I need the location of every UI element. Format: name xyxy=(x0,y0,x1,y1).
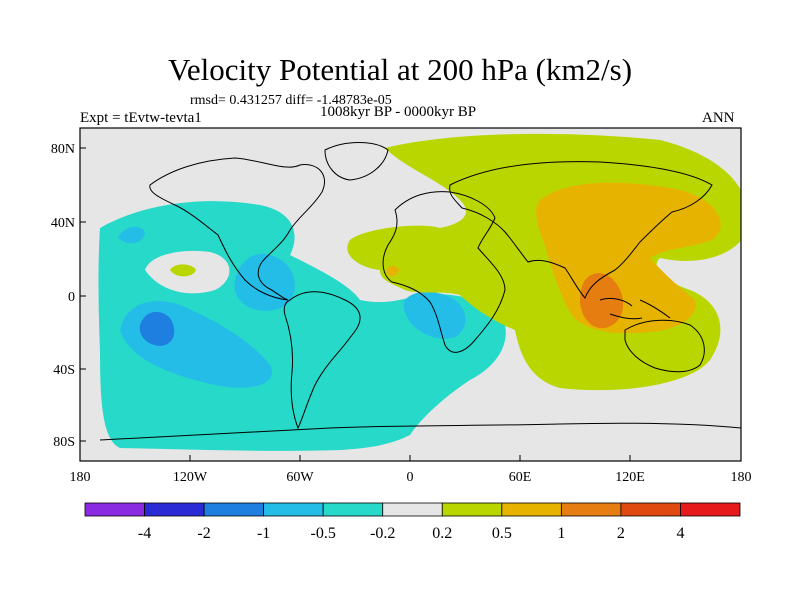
x-tick-label: 60W xyxy=(286,470,314,485)
colorbar-label: -4 xyxy=(138,525,151,542)
colorbar-label: -1 xyxy=(257,525,270,542)
europe-africa-coast xyxy=(382,191,506,353)
colorbar-swatch xyxy=(144,502,205,517)
colorbar-swatch xyxy=(680,502,741,517)
y-tick-label: 40N xyxy=(51,216,75,231)
positive-spot-west-africa xyxy=(386,265,399,277)
south-america-coast xyxy=(283,291,361,430)
colorbar-swatch xyxy=(441,502,503,517)
colorbar-label: -2 xyxy=(197,525,210,542)
colorbar-swatch xyxy=(382,502,443,517)
negative-spot-pacific xyxy=(118,226,145,244)
x-tick-label: 120E xyxy=(615,470,645,485)
colorbar-label: 0.2 xyxy=(432,525,452,542)
contour-fields xyxy=(98,133,741,451)
map-plot-area: 180 120W 60W 0 60E 120E 180 80N 40N 0 40… xyxy=(51,127,752,485)
y-tick-label: 80N xyxy=(51,142,75,157)
colorbar-swatch xyxy=(203,502,265,517)
colorbar-swatch xyxy=(560,502,622,517)
colorbar-label: 0.5 xyxy=(492,525,512,542)
season-label: ANN xyxy=(702,110,735,126)
north-america-coast xyxy=(149,157,325,301)
antarctica-coast xyxy=(99,422,741,441)
experiment-label: Expt = tEvtw-tevta1 xyxy=(80,110,202,126)
colorbar-swatch xyxy=(84,502,145,517)
colorbar-label: -0.2 xyxy=(370,525,395,542)
x-tick-label: 180 xyxy=(70,470,91,485)
x-tick-label: 120W xyxy=(173,470,208,485)
negative-core-africa xyxy=(403,291,466,339)
colorbar-swatch xyxy=(620,502,681,517)
negative-core-central-america xyxy=(234,253,295,311)
positive-spot-pacific xyxy=(170,264,196,277)
indonesia-islands xyxy=(599,297,671,320)
x-tick-label: 180 xyxy=(731,470,752,485)
y-tick-label: 40S xyxy=(53,363,75,378)
colorbar-label: -0.5 xyxy=(311,525,336,542)
stats-label: rmsd= 0.431257 diff= -1.48783e-05 xyxy=(190,93,392,108)
asia-coast xyxy=(449,161,713,299)
colorbar-swatch xyxy=(501,502,562,517)
y-tick-label: 80S xyxy=(53,435,75,450)
colorbar-label: 1 xyxy=(557,525,565,542)
australia-coast xyxy=(624,319,705,373)
colorbar-swatch xyxy=(263,502,324,517)
coastlines xyxy=(99,142,741,441)
greenland-coast xyxy=(324,142,389,181)
x-tick-label: 60E xyxy=(509,470,532,485)
colorbar-swatch xyxy=(322,502,384,517)
period-label: 1008kyr BP - 0000kyr BP xyxy=(320,104,477,120)
negative-core-south-pacific-inner xyxy=(139,311,175,346)
colorbar-label: 2 xyxy=(617,525,625,542)
x-tick-label: 0 xyxy=(407,470,414,485)
map-title: Velocity Potential at 200 hPa (km2/s) xyxy=(167,52,633,87)
colorbar-label: 4 xyxy=(676,525,684,542)
colorbar: -4 -2 -1 -0.5 -0.2 0.2 0.5 1 2 4 xyxy=(84,502,741,542)
axis-ticks xyxy=(79,147,742,461)
y-tick-label: 0 xyxy=(68,290,75,305)
